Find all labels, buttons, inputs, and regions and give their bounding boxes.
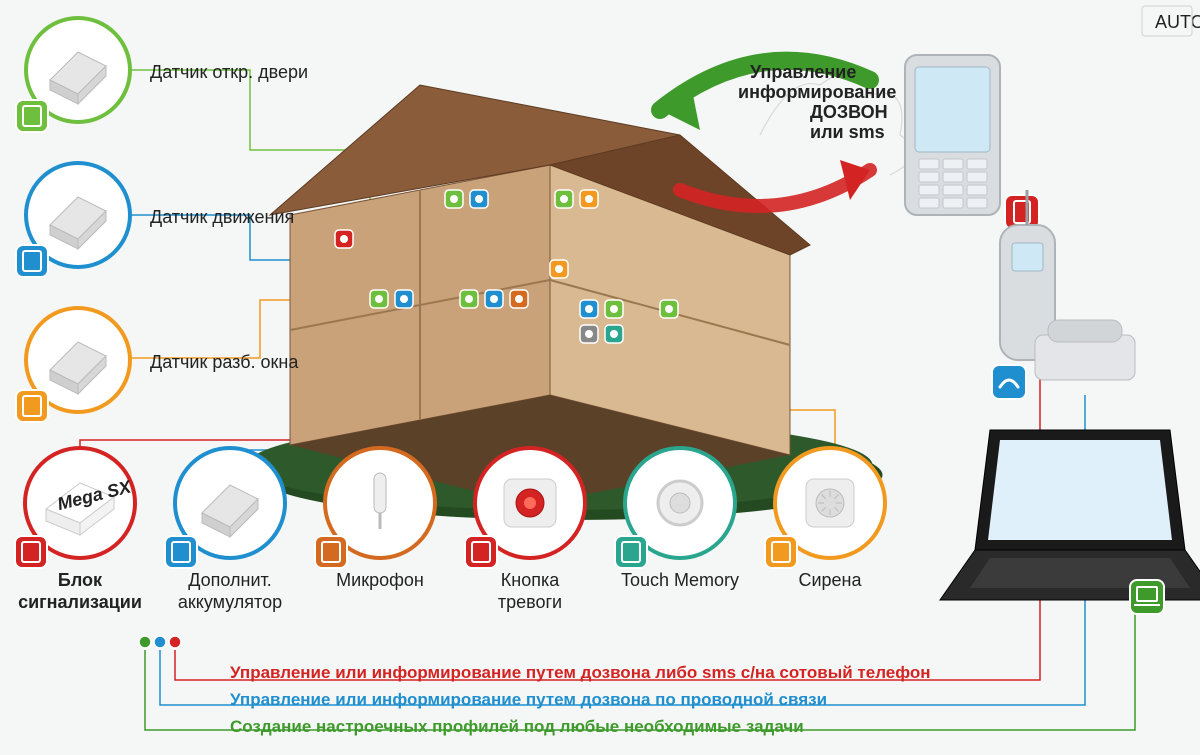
watermark: AUTO SET (1155, 12, 1200, 32)
left-sensor-0-badge-icon (16, 100, 48, 132)
bottom-label: Микрофон (336, 570, 424, 590)
legend-dot (169, 636, 181, 648)
bottom-label: Кнопка (501, 570, 560, 590)
arrow-label: информирование (738, 82, 896, 102)
left-sensor-2-badge-icon (16, 390, 48, 422)
bottom-node-3-badge-icon (465, 536, 497, 568)
bottom-label: аккумулятор (178, 592, 282, 612)
legend-dot (139, 636, 151, 648)
bottom-label: Touch Memory (621, 570, 739, 590)
left-sensor-label: Датчик разб. окна (150, 352, 299, 372)
bottom-label: Сирена (798, 570, 862, 590)
bottom-node-2-badge-icon (315, 536, 347, 568)
landline-badge-icon (992, 365, 1026, 399)
legend-line: Управление или информирование путем дозв… (230, 663, 931, 682)
arrow-label: Управление (750, 62, 856, 82)
bottom-node-1-badge-icon (165, 536, 197, 568)
bottom-node-0-badge-icon (15, 536, 47, 568)
bottom-label: сигнализации (18, 592, 142, 612)
bottom-node-5-badge-icon (765, 536, 797, 568)
arrow-label: или sms (810, 122, 885, 142)
left-sensor-label: Датчик откр. двери (150, 62, 308, 82)
legend-line: Создание настроечных профилей под любые … (230, 717, 804, 736)
bottom-node-4-badge-icon (615, 536, 647, 568)
legend-dot (154, 636, 166, 648)
bottom-label: Дополнит. (188, 570, 272, 590)
laptop-badge-icon (1130, 580, 1164, 614)
left-sensor-1-badge-icon (16, 245, 48, 277)
left-sensor-label: Датчик движения (150, 207, 294, 227)
arrow-label: ДОЗВОН (810, 102, 888, 122)
bottom-label: Блок (58, 570, 103, 590)
bottom-label: тревоги (498, 592, 562, 612)
legend-line: Управление или информирование путем дозв… (230, 690, 827, 709)
